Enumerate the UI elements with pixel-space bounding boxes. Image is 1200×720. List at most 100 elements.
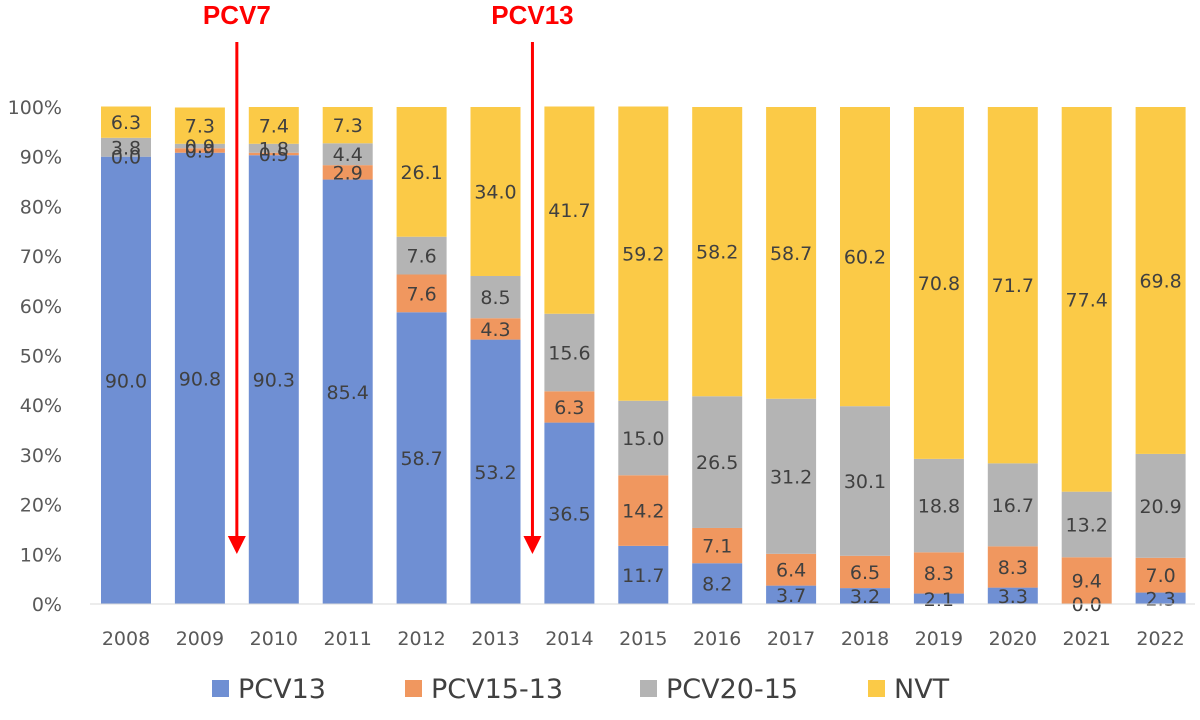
bar-segment [470,107,521,276]
data-label: 9.4 [1072,571,1102,593]
bar-segment [618,106,669,401]
bar-segment [1135,453,1186,558]
y-tick-label: 90% [20,147,62,169]
bar-segment [913,458,964,553]
bar-segment [470,275,521,319]
data-label: 0.9 [185,136,215,158]
annotation-label: PCV7 [203,0,271,30]
data-label: 34.0 [474,181,516,203]
y-tick-label: 80% [20,196,62,218]
bar-segment [470,318,521,340]
bar-segment [1135,592,1186,604]
x-tick-label: 2011 [324,628,372,650]
data-label: 3.7 [776,585,806,607]
bar-segment [913,552,964,594]
data-label: 7.0 [1145,565,1175,587]
data-label: 15.0 [622,428,664,450]
x-tick-label: 2020 [989,628,1037,650]
legend-label: PCV13 [238,674,326,705]
data-label: 7.3 [185,116,215,138]
bar-segment [987,546,1038,588]
bar-segment [618,545,669,604]
data-label: 53.2 [474,462,516,484]
data-label: 3.8 [111,137,141,159]
data-label: 71.7 [992,275,1034,297]
data-label: 69.8 [1139,270,1181,292]
bar-segment [174,148,225,153]
data-label: 16.7 [992,495,1034,517]
bar-segment [248,155,299,605]
bar-segment [248,143,299,153]
bar-segment [618,400,669,476]
bar-segment [396,107,447,237]
data-label: 8.5 [480,287,510,309]
data-label: 90.8 [179,368,221,390]
data-label: 4.3 [480,319,510,341]
legend: PCV13 PCV15-13 PCV20-15 NVT [212,674,950,705]
legend-swatch [212,680,229,697]
data-label: 6.5 [850,562,880,584]
data-label: 59.2 [622,244,664,266]
legend-label: PCV15-13 [431,674,563,705]
legend-swatch [405,680,422,697]
bars-group: 90.00.03.86.390.80.90.97.390.30.51.87.48… [101,106,1186,616]
y-axis: 0% 10% 20% 30% 40% 50% 60% 70% 80% 90% 100% [8,97,62,616]
bar-segment [322,179,373,604]
legend-label: PCV20-15 [666,674,798,705]
data-label: 7.6 [406,246,436,268]
data-label: 8.3 [998,557,1028,579]
data-label: 58.7 [400,448,442,470]
annotation-arrow-head [523,536,542,554]
bar-segment [766,398,817,554]
bar-segment [248,152,299,156]
bar-segment [322,165,373,180]
annotation-label: PCV13 [491,0,573,30]
x-tick-label: 2010 [250,628,298,650]
bar-segment [101,137,151,157]
bar-segment [692,107,743,397]
bar-segment [692,396,743,528]
x-tick-label: 2009 [176,628,224,650]
bar-segment [913,107,964,459]
y-tick-label: 10% [20,544,62,566]
data-label: 6.3 [111,112,141,134]
y-tick-label: 100% [8,97,62,119]
bar-segment [396,312,447,604]
data-label: 8.3 [924,563,954,585]
y-tick-label: 60% [20,296,62,318]
data-label: 6.4 [776,560,806,582]
annotations-group: PCV7 PCV13 [203,0,574,554]
data-label: 2.9 [333,162,363,184]
bar-segment [766,107,817,399]
data-label: 18.8 [918,496,960,518]
x-tick-label: 2015 [619,628,667,650]
bar-segment [322,107,373,144]
data-label: 1.8 [259,138,289,160]
data-label: 70.8 [918,273,960,295]
legend-label: NVT [894,674,950,705]
x-tick-label: 2017 [767,628,815,650]
data-label: 31.2 [770,466,812,488]
data-label: 8.2 [702,574,732,596]
bar-segment [913,593,964,604]
data-label: 0.5 [259,144,289,166]
x-tick-label: 2022 [1136,628,1184,650]
data-label: 11.7 [622,565,664,587]
bar-segment [692,563,743,604]
bar-segment [322,143,373,166]
data-label: 6.3 [554,397,584,419]
bar-segment [544,313,595,392]
bar-segment [544,391,595,423]
bar-segment [101,106,151,138]
data-label: 0.9 [185,140,215,162]
data-label: 30.1 [844,471,886,493]
data-label: 3.2 [850,586,880,608]
y-tick-label: 20% [20,495,62,517]
data-label: 13.2 [1066,514,1108,536]
bar-segment [987,107,1038,464]
data-label: 7.6 [406,283,436,305]
data-label: 7.1 [702,536,732,558]
data-label: 0.0 [1072,594,1102,616]
bar-segment [174,152,225,604]
